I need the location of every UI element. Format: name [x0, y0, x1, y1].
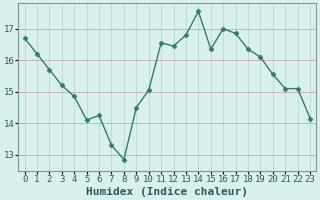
X-axis label: Humidex (Indice chaleur): Humidex (Indice chaleur) [86, 186, 248, 197]
